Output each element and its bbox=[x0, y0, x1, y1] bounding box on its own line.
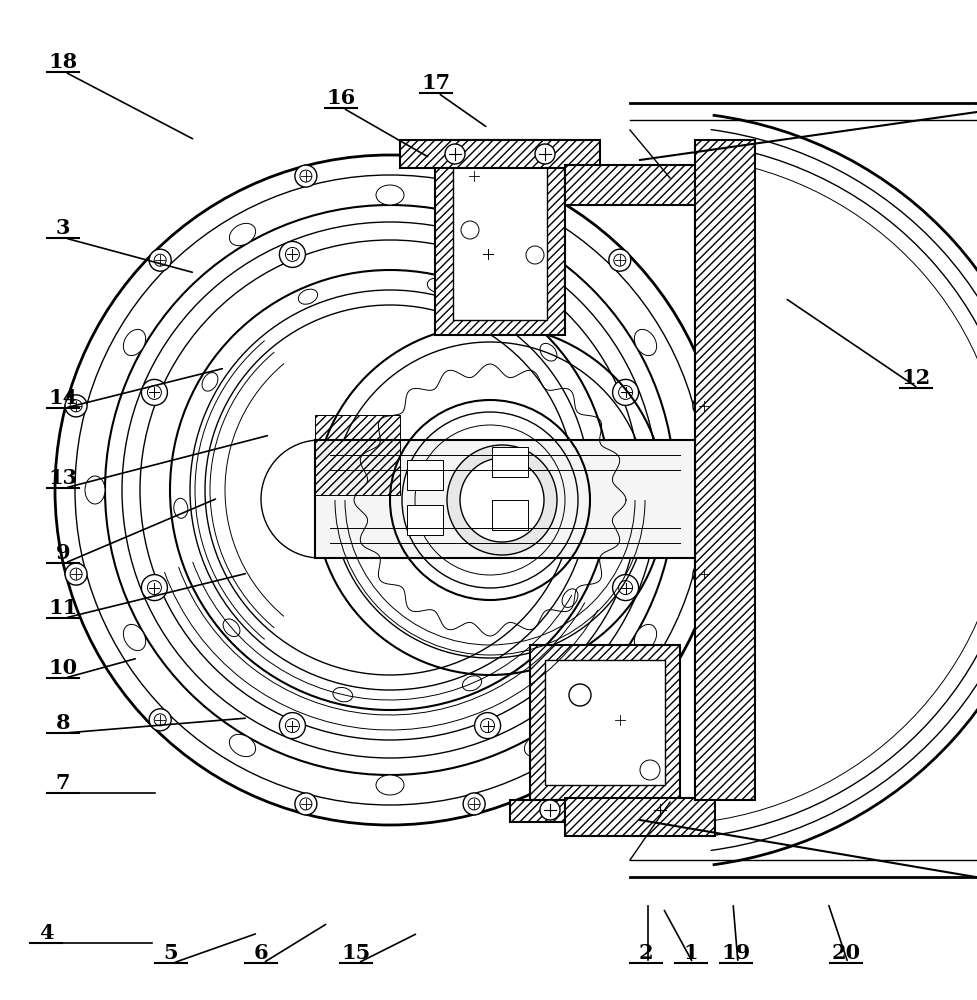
Circle shape bbox=[613, 379, 639, 405]
Circle shape bbox=[475, 713, 500, 739]
Text: 16: 16 bbox=[326, 88, 356, 108]
Bar bbox=[530, 645, 680, 800]
Ellipse shape bbox=[634, 329, 657, 356]
Bar bbox=[400, 140, 600, 168]
Ellipse shape bbox=[675, 476, 695, 504]
Text: 18: 18 bbox=[49, 52, 77, 72]
Text: 17: 17 bbox=[421, 73, 450, 93]
Text: 13: 13 bbox=[49, 468, 77, 488]
Circle shape bbox=[693, 563, 715, 585]
Text: 19: 19 bbox=[721, 943, 750, 963]
Bar bbox=[315, 415, 400, 495]
Bar bbox=[492, 447, 528, 477]
Bar bbox=[435, 140, 565, 335]
Circle shape bbox=[149, 709, 171, 731]
Circle shape bbox=[640, 760, 660, 780]
Ellipse shape bbox=[525, 734, 551, 757]
Text: 10: 10 bbox=[49, 658, 77, 678]
Bar bbox=[565, 798, 715, 836]
Circle shape bbox=[526, 246, 544, 264]
Text: 15: 15 bbox=[341, 943, 370, 963]
Ellipse shape bbox=[592, 462, 607, 482]
Bar bbox=[565, 798, 715, 836]
Circle shape bbox=[475, 241, 500, 267]
Ellipse shape bbox=[230, 734, 256, 757]
Circle shape bbox=[461, 221, 479, 239]
Circle shape bbox=[535, 144, 555, 164]
Ellipse shape bbox=[525, 223, 551, 246]
Ellipse shape bbox=[562, 589, 578, 607]
Circle shape bbox=[149, 249, 171, 271]
Bar bbox=[545, 660, 665, 785]
Ellipse shape bbox=[298, 289, 318, 304]
Circle shape bbox=[613, 575, 639, 601]
Text: 1: 1 bbox=[684, 943, 699, 963]
Text: 4: 4 bbox=[39, 923, 54, 943]
Bar bbox=[695, 140, 755, 800]
Bar bbox=[565, 165, 715, 205]
Circle shape bbox=[569, 684, 591, 706]
Bar bbox=[510, 800, 700, 822]
Circle shape bbox=[463, 793, 486, 815]
Text: 8: 8 bbox=[56, 713, 70, 733]
Circle shape bbox=[142, 379, 167, 405]
Circle shape bbox=[295, 165, 317, 187]
Ellipse shape bbox=[462, 676, 482, 691]
Bar bbox=[565, 165, 715, 205]
Text: 5: 5 bbox=[164, 943, 179, 963]
Ellipse shape bbox=[174, 498, 188, 518]
Circle shape bbox=[609, 249, 631, 271]
Circle shape bbox=[447, 445, 557, 555]
Text: 2: 2 bbox=[639, 943, 654, 963]
Bar bbox=[400, 140, 600, 168]
Bar bbox=[695, 140, 755, 800]
Bar bbox=[407, 505, 443, 535]
Ellipse shape bbox=[230, 223, 256, 246]
Circle shape bbox=[142, 575, 167, 601]
Text: 3: 3 bbox=[56, 218, 70, 238]
Ellipse shape bbox=[223, 619, 240, 637]
Text: 14: 14 bbox=[49, 388, 77, 408]
Bar bbox=[315, 440, 695, 558]
Circle shape bbox=[279, 241, 306, 267]
Bar bbox=[407, 460, 443, 490]
Ellipse shape bbox=[333, 687, 353, 702]
Circle shape bbox=[65, 395, 87, 417]
Ellipse shape bbox=[85, 476, 105, 504]
Bar bbox=[530, 645, 680, 800]
Circle shape bbox=[445, 144, 465, 164]
Circle shape bbox=[540, 800, 560, 820]
Text: 9: 9 bbox=[56, 543, 70, 563]
Bar bbox=[510, 800, 700, 822]
Ellipse shape bbox=[376, 775, 404, 795]
Circle shape bbox=[65, 563, 87, 585]
Circle shape bbox=[279, 713, 306, 739]
Bar bbox=[435, 140, 565, 335]
Ellipse shape bbox=[123, 329, 146, 356]
Text: 12: 12 bbox=[902, 368, 931, 388]
Circle shape bbox=[609, 709, 631, 731]
Text: 7: 7 bbox=[56, 773, 70, 793]
Ellipse shape bbox=[634, 624, 657, 651]
Ellipse shape bbox=[202, 373, 218, 391]
Text: 20: 20 bbox=[831, 943, 861, 963]
Circle shape bbox=[650, 800, 670, 820]
Bar bbox=[492, 500, 528, 530]
Circle shape bbox=[463, 165, 486, 187]
Bar bbox=[453, 155, 547, 320]
Circle shape bbox=[693, 395, 715, 417]
Circle shape bbox=[460, 458, 544, 542]
Text: 11: 11 bbox=[49, 598, 77, 618]
Ellipse shape bbox=[123, 624, 146, 651]
Ellipse shape bbox=[376, 185, 404, 205]
Ellipse shape bbox=[427, 278, 447, 293]
Text: 6: 6 bbox=[254, 943, 269, 963]
Circle shape bbox=[295, 793, 317, 815]
Ellipse shape bbox=[540, 343, 557, 361]
